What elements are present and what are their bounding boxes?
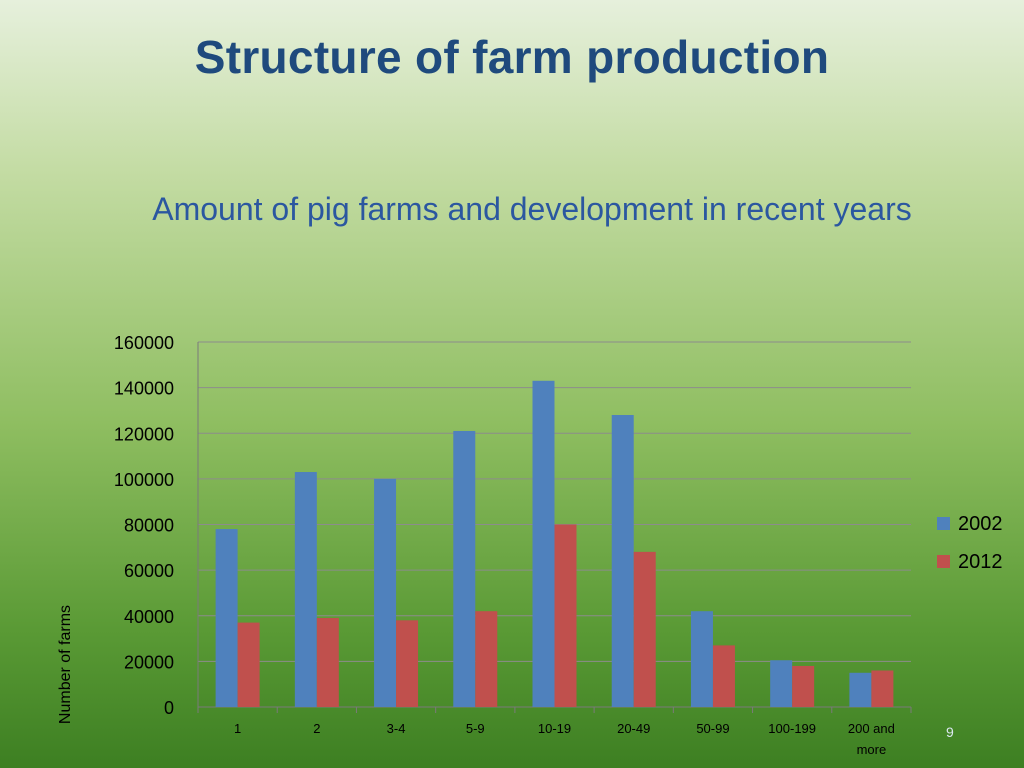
y-tick-label: 80000 [124, 516, 174, 536]
slide-title: Structure of farm production [194, 31, 830, 83]
x-tick-label: 5-9 [466, 721, 485, 736]
bar-2012-3-4 [396, 620, 419, 707]
bar-2012-100-199 [792, 665, 815, 707]
bar-2002-100-199 [770, 660, 793, 707]
bar-2002-10-19 [532, 380, 555, 707]
y-tick-label: 100000 [114, 470, 174, 490]
legend-swatch-2002 [937, 517, 950, 530]
bar-2002-50-99 [690, 611, 713, 707]
bar-2002-20-49 [611, 415, 634, 707]
bar-2012-200-and-more [871, 670, 894, 707]
bar-2002-200-and-more [849, 672, 872, 707]
slide-number: 9 [946, 724, 954, 740]
y-tick-label: 140000 [114, 379, 174, 399]
y-tick-label: 160000 [114, 333, 174, 353]
x-tick-label: 100-199 [768, 721, 816, 736]
legend-label-2012: 2012 [958, 551, 1003, 573]
bar-2012-2 [316, 618, 339, 707]
x-tick-label: 20-49 [617, 721, 650, 736]
y-tick-label: 20000 [124, 652, 174, 672]
chart-title: Amount of pig farms and development in r… [152, 191, 912, 227]
bar-2002-3-4 [374, 478, 397, 707]
y-tick-label: 120000 [114, 424, 174, 444]
legend-label-2002: 2002 [958, 513, 1003, 535]
bar-2012-10-19 [554, 524, 577, 707]
x-tick-label: 10-19 [538, 721, 571, 736]
legend-swatch-2012 [937, 555, 950, 568]
y-tick-label: 40000 [124, 607, 174, 627]
y-tick-label: 60000 [124, 561, 174, 581]
bar-2002-5-9 [453, 430, 476, 707]
x-tick-label: 200 and more [848, 721, 895, 757]
bar-2012-20-49 [633, 551, 656, 707]
bar-2012-5-9 [475, 611, 498, 707]
x-tick-label: 50-99 [696, 721, 729, 736]
y-tick-label: 0 [164, 698, 174, 718]
bar-2002-2 [294, 472, 317, 707]
x-tick-label: 3-4 [387, 721, 406, 736]
bar-2002-1 [215, 529, 238, 707]
x-tick-label: 2 [313, 721, 320, 736]
x-tick-label: 1 [234, 721, 241, 736]
y-axis-title: Number of farms [57, 605, 74, 724]
bar-2012-1 [237, 622, 260, 707]
bar-2012-50-99 [712, 645, 735, 707]
